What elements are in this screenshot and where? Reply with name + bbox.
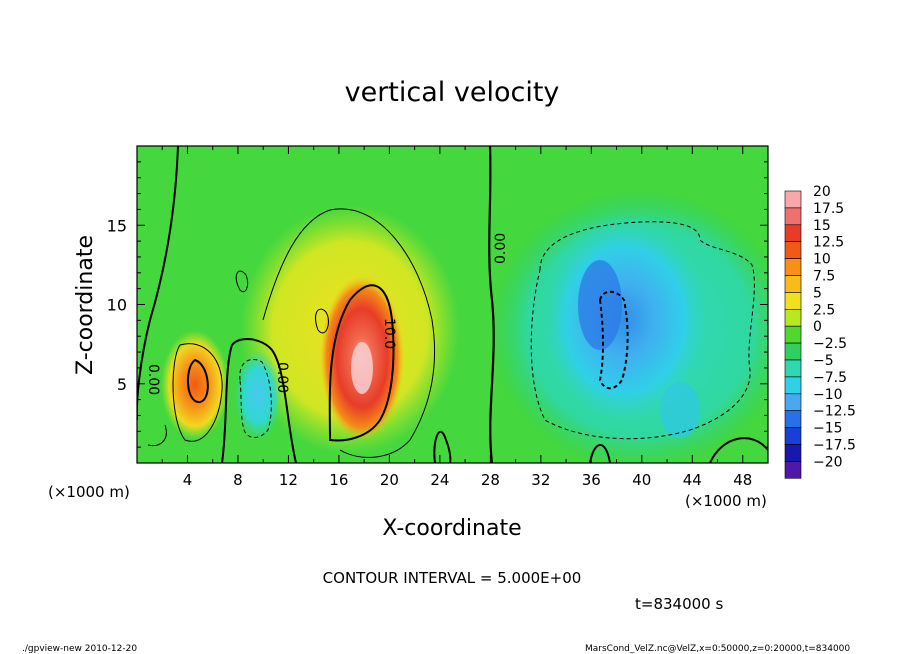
colorbar-swatch: [784, 224, 802, 243]
colorbar-label: 5: [813, 285, 822, 301]
colorbar-label: −17.5: [813, 438, 856, 454]
x-tick-label: 20: [380, 471, 399, 489]
colorbar-label: 17.5: [813, 201, 844, 217]
contour-label: 0.00: [274, 362, 290, 393]
footer-right: MarsCond_VelZ.nc@VelZ,x=0:50000,z=0:2000…: [585, 644, 850, 654]
x-tick-label: 40: [632, 471, 651, 489]
colorbar-swatch: [784, 444, 802, 462]
colorbar-label: 2.5: [813, 302, 835, 318]
colorbar-label: 0: [813, 319, 822, 335]
x-tick-label: 32: [531, 471, 550, 489]
colorbar-swatch: [784, 308, 802, 327]
footer-left: ./gpview-new 2010-12-20: [22, 644, 137, 654]
colorbar-label: 10: [813, 252, 831, 268]
updraft-left: [161, 330, 229, 440]
y-tick-label: 15: [107, 216, 127, 235]
y-tick-label: 5: [117, 375, 127, 394]
colorbar-swatch: [784, 342, 802, 361]
colorbar-label: 20: [813, 184, 831, 200]
x-tick-label: 8: [233, 471, 243, 489]
downdraft-left: [234, 350, 282, 440]
colorbar-swatch: [784, 258, 802, 276]
colorbar-label: −12.5: [813, 404, 856, 420]
colorbar-label: 12.5: [813, 235, 844, 251]
colorbar-swatch: [784, 376, 802, 395]
colorbar-label: −5: [813, 353, 834, 369]
x-axis-unit-left: (×1000 m): [48, 483, 130, 501]
contour-label: 0.00: [145, 364, 161, 395]
colorbar-swatch: [784, 190, 802, 209]
chart-title: vertical velocity: [345, 77, 560, 108]
colorbar-label: 15: [813, 218, 831, 234]
x-axis-label: X-coordinate: [382, 516, 521, 541]
y-axis-label: Z-coordinate: [73, 235, 98, 375]
x-axis-unit-right: (×1000 m): [685, 492, 767, 510]
contour-interval-text: CONTOUR INTERVAL = 5.000E+00: [323, 569, 582, 587]
contour-label: 10.0: [381, 318, 397, 349]
colorbar-label: 7.5: [813, 269, 835, 285]
x-tick-label: 28: [481, 471, 500, 489]
contour-label: 0.00: [493, 233, 509, 264]
colorbar-label: −15: [813, 421, 843, 437]
colorbar-swatch: [784, 275, 802, 293]
y-axis: 5 10 15: [107, 161, 768, 448]
colorbar-swatch: [784, 410, 802, 428]
x-tick-label: 12: [279, 471, 298, 489]
x-tick-label: 44: [683, 471, 702, 489]
x-axis: 4 8 12 16 20 24 28 32 36 40 44 48: [161, 146, 752, 489]
colorbar-label: −2.5: [813, 336, 847, 352]
x-tick-label: 48: [733, 471, 752, 489]
colorbar-swatch: [784, 207, 802, 226]
colorbar-swatch: [784, 325, 802, 344]
colorbar: 2017.51512.5107.552.50−2.5−5−7.5−10−12.5…: [784, 184, 856, 479]
heatmap-field: 0.00 10.0 0.00 0.00: [137, 146, 768, 463]
colorbar-swatch: [784, 292, 802, 310]
y-tick-label: 10: [107, 296, 127, 315]
x-tick-label: 36: [582, 471, 601, 489]
x-tick-label: 24: [430, 471, 449, 489]
time-text: t=834000 s: [635, 595, 723, 613]
colorbar-swatch: [784, 461, 802, 479]
downdraft-region: [540, 215, 710, 425]
colorbar-swatch: [784, 427, 802, 445]
colorbar-swatch: [784, 393, 802, 411]
colorbar-label: −20: [813, 454, 843, 470]
colorbar-swatch: [784, 241, 802, 259]
x-tick-label: 4: [183, 471, 193, 489]
colorbar-label: −10: [813, 387, 843, 403]
colorbar-label: −7.5: [813, 370, 847, 386]
colorbar-swatch: [784, 359, 802, 378]
x-tick-label: 16: [329, 471, 348, 489]
